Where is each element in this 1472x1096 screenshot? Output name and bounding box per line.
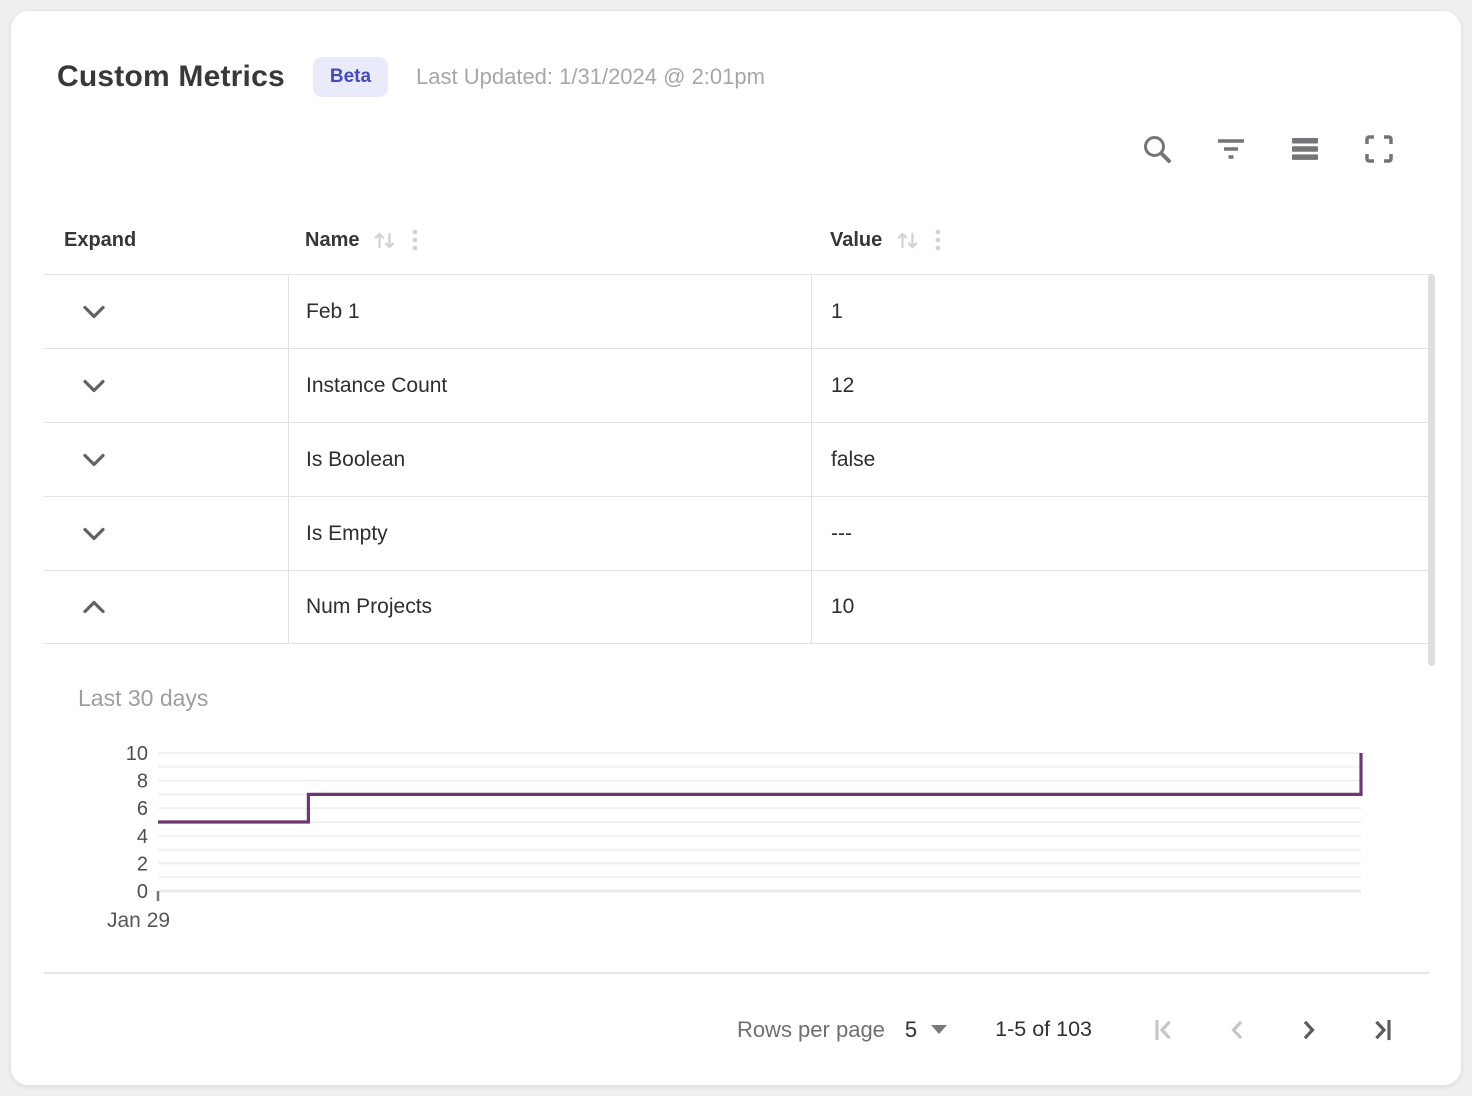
column-header-value[interactable]: Value: [811, 229, 1429, 252]
column-header-expand: Expand: [64, 228, 137, 251]
previous-page-button[interactable]: [1222, 1015, 1252, 1045]
chevron-down-icon: [83, 379, 105, 392]
rows-per-page-label: Rows per page: [736, 1016, 885, 1042]
metric-value: 10: [811, 571, 1429, 643]
page-range-label: 1-5 of 103: [995, 1017, 1092, 1041]
table-row: Is Empty ---: [44, 496, 1429, 570]
svg-text:10: 10: [126, 743, 148, 765]
metric-name: Instance Count: [288, 349, 811, 422]
first-page-button[interactable]: [1150, 1015, 1180, 1045]
custom-metrics-card: Custom Metrics Beta Last Updated: 1/31/2…: [10, 10, 1462, 1086]
table-header-row: Expand Name Value: [44, 206, 1429, 274]
expand-row-button[interactable]: [76, 521, 112, 547]
dropdown-caret-icon: [931, 1025, 948, 1034]
expand-row-button[interactable]: [76, 373, 112, 399]
svg-text:6: 6: [137, 798, 148, 820]
svg-text:8: 8: [137, 771, 148, 793]
column-header-value-label: Value: [830, 228, 883, 251]
next-page-icon: [1303, 1020, 1315, 1039]
metric-value: ---: [811, 497, 1429, 570]
metric-name: Is Empty: [288, 497, 811, 570]
chevron-down-icon: [83, 305, 105, 318]
filter-icon: [1218, 139, 1244, 159]
last-updated-text: Last Updated: 1/31/2024 @ 2:01pm: [416, 64, 765, 89]
page-title: Custom Metrics: [57, 60, 285, 93]
fullscreen-button[interactable]: [1363, 133, 1395, 165]
expand-row-button[interactable]: [76, 299, 112, 325]
chart-title: Last 30 days: [78, 685, 209, 711]
density-button[interactable]: [1289, 133, 1321, 165]
metric-value: 12: [811, 349, 1429, 422]
svg-text:0: 0: [137, 881, 148, 903]
pagination-nav: [1150, 1015, 1396, 1045]
metric-value: 1: [811, 275, 1429, 348]
expand-row-button[interactable]: [76, 594, 112, 620]
metric-name: Feb 1: [288, 275, 811, 348]
card-header: Custom Metrics Beta Last Updated: 1/31/2…: [57, 57, 765, 97]
table-row: Num Projects 10: [44, 570, 1429, 644]
search-button[interactable]: [1141, 133, 1173, 165]
expand-cell: [44, 275, 288, 348]
last-page-icon: [1375, 1019, 1391, 1040]
column-menu-icon[interactable]: [935, 229, 941, 251]
table-row: Instance Count 12: [44, 348, 1429, 422]
next-page-button[interactable]: [1294, 1015, 1324, 1045]
table-scrollbar[interactable]: [1428, 274, 1435, 666]
table-row: Feb 1 1: [44, 274, 1429, 348]
expand-row-button[interactable]: [76, 447, 112, 473]
pagination-bar: Rows per page 5 1-5 of 103: [44, 972, 1429, 1085]
expand-cell: [44, 349, 288, 422]
first-page-icon: [1155, 1019, 1171, 1040]
sort-icon[interactable]: [373, 230, 396, 251]
chevron-down-icon: [83, 453, 105, 466]
chevron-down-icon: [83, 527, 105, 540]
beta-badge: Beta: [312, 57, 389, 97]
metrics-table: Expand Name Value: [44, 206, 1429, 644]
previous-page-icon: [1231, 1020, 1243, 1039]
column-header-name[interactable]: Name: [288, 229, 811, 252]
fullscreen-icon: [1365, 135, 1393, 163]
last-page-button[interactable]: [1366, 1015, 1396, 1045]
expand-cell: [44, 571, 288, 643]
metric-name: Num Projects: [288, 571, 811, 643]
table-row: Is Boolean false: [44, 422, 1429, 496]
metric-name: Is Boolean: [288, 423, 811, 496]
chevron-up-icon: [83, 600, 105, 614]
filter-button[interactable]: [1215, 133, 1247, 165]
num-projects-chart: 0 2 4 6 8 10 Jan 29: [107, 743, 1363, 932]
rows-per-page-select[interactable]: 5: [904, 1016, 948, 1043]
metric-value: false: [811, 423, 1429, 496]
density-icon: [1292, 138, 1318, 160]
rows-per-page-value: 5: [904, 1016, 918, 1042]
search-icon: [1144, 136, 1171, 163]
svg-text:4: 4: [137, 826, 148, 848]
sort-icon[interactable]: [896, 230, 919, 251]
table-body: Feb 1 1 Instance Count 12 Is Boolean fal…: [44, 274, 1429, 644]
svg-text:Jan 29: Jan 29: [107, 909, 170, 932]
table-toolbar: [1141, 133, 1395, 165]
column-menu-icon[interactable]: [412, 229, 418, 251]
expand-cell: [44, 497, 288, 570]
svg-text:2: 2: [137, 853, 148, 875]
column-header-name-label: Name: [305, 228, 360, 251]
expand-cell: [44, 423, 288, 496]
